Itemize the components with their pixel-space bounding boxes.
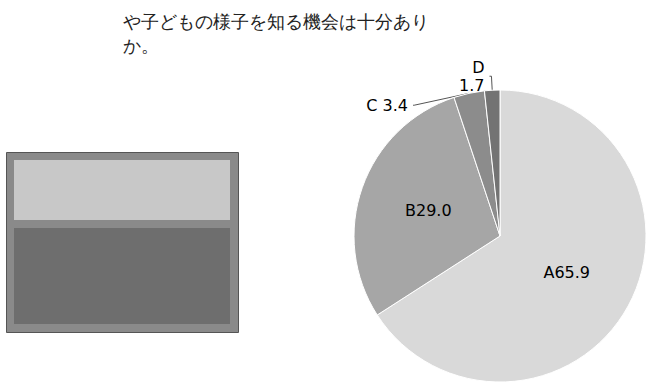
svg-text:1.7: 1.7 xyxy=(459,76,484,95)
svg-text:A65.9: A65.9 xyxy=(543,263,590,282)
svg-text:や子どもの様子を知る機会は十分あり: や子どもの様子を知る機会は十分あり xyxy=(123,11,429,32)
svg-text:D: D xyxy=(472,58,484,77)
svg-text:B29.0: B29.0 xyxy=(405,201,452,220)
svg-text:C 3.4: C 3.4 xyxy=(366,96,408,115)
svg-text:か。: か。 xyxy=(123,35,159,56)
